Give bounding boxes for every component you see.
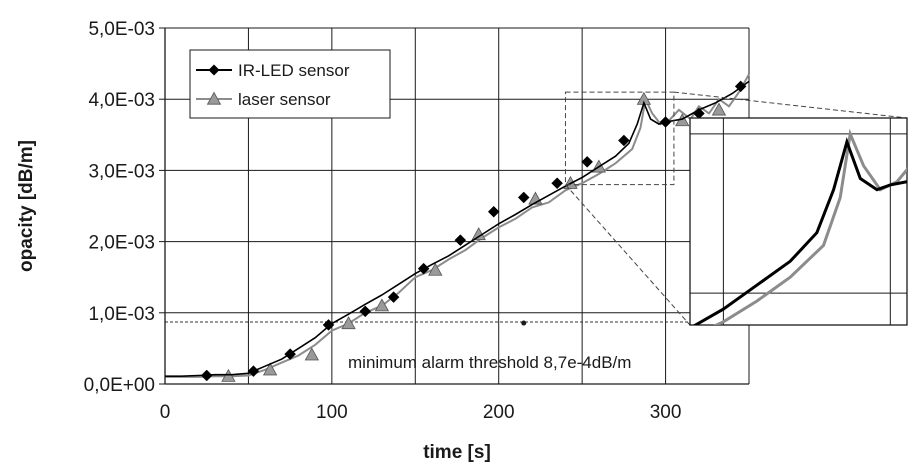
inset-laser-line: [713, 128, 907, 325]
y-tick-label: 4,0E-03: [88, 90, 155, 111]
ir-led-series-line: [165, 80, 750, 378]
x-tick-label: 0: [160, 402, 171, 423]
x-tick-label: 200: [483, 402, 515, 423]
laser-marker: [262, 362, 278, 376]
threshold-line-group: [165, 320, 690, 326]
y-tick-label: 1,0E-03: [88, 304, 155, 325]
legend-label: IR-LED sensor: [238, 61, 350, 80]
legend-diamond-marker: [208, 64, 220, 76]
ir-led-marker: [659, 116, 672, 128]
threshold-label: minimum alarm threshold 8,7e-4dB/m: [348, 353, 631, 372]
ir-led-marker: [581, 156, 594, 168]
laser-marker: [428, 262, 443, 276]
zoom-inset: [689, 117, 908, 326]
y-tick-label: 5,0E-03: [88, 19, 155, 40]
laser-series-line: [165, 73, 750, 378]
ir-led-marker: [734, 80, 747, 93]
ir-led-marker: [551, 177, 563, 190]
y-tick-label: 3,0E-03: [88, 161, 155, 182]
zoom-connector-top: [673, 91, 908, 119]
threshold-marker: [521, 320, 527, 326]
zoom-group: [564, 91, 908, 326]
x-axis-title: time [s]: [423, 442, 491, 463]
ir-led-marker: [200, 369, 213, 382]
ir-led-marker: [284, 348, 296, 360]
ir-led-marker: [417, 262, 430, 275]
ir-led-marker: [454, 234, 467, 247]
ir-led-marker: [517, 191, 530, 204]
inset-ir-led-line: [692, 137, 907, 325]
grid: [165, 27, 750, 384]
ir-led-marker: [487, 205, 500, 218]
y-tick-label: 0,0E+00: [84, 375, 155, 396]
legend: IR-LED sensor laser sensor: [189, 49, 391, 119]
y-axis-title: opacity [dB/m]: [16, 140, 37, 272]
legend-label: laser sensor: [238, 90, 331, 109]
ir-led-marker: [387, 291, 400, 303]
laser-marker: [341, 316, 356, 330]
legend-triangle-marker: [206, 91, 222, 105]
x-tick-label: 300: [650, 402, 682, 423]
axes-group: 0,0E+00 1,0E-03 2,0E-03 3,0E-03 4,0E-03 5,0E-…: [84, 19, 749, 423]
y-tick-label: 2,0E-03: [88, 233, 155, 254]
laser-marker: [374, 298, 390, 312]
laser-marker: [711, 102, 727, 116]
ir-led-marker: [359, 305, 372, 318]
series-group: [165, 73, 750, 382]
x-tick-label: 100: [316, 402, 348, 423]
laser-marker: [304, 347, 320, 361]
ir-led-marker: [247, 365, 260, 378]
zoom-region-box: [564, 91, 675, 186]
ir-led-marker: [618, 134, 630, 147]
zoom-connector-bottom: [565, 184, 691, 326]
legend-box: [189, 49, 391, 119]
ir-led-marker: [322, 319, 335, 331]
laser-marker: [221, 368, 236, 382]
